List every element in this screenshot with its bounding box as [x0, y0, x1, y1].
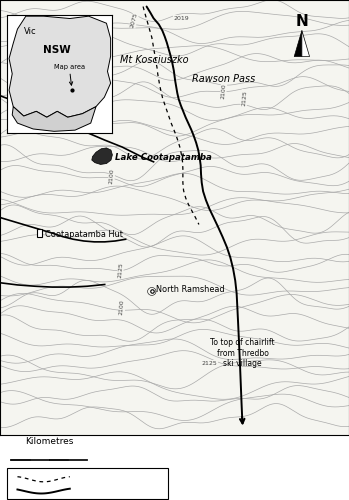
Bar: [37, 230, 42, 237]
Text: N: N: [296, 14, 308, 29]
Text: 2100: 2100: [119, 298, 125, 314]
Bar: [49, 458, 68, 460]
Text: 2075: 2075: [130, 12, 139, 28]
Polygon shape: [92, 148, 112, 164]
Polygon shape: [12, 106, 96, 132]
Text: Map area: Map area: [54, 64, 86, 70]
Text: 2019: 2019: [173, 16, 190, 21]
Text: Rawson Pass: Rawson Pass: [192, 74, 255, 84]
Text: Mt Kosciuszko: Mt Kosciuszko: [120, 55, 189, 65]
Text: 0,5: 0,5: [43, 468, 55, 477]
FancyBboxPatch shape: [7, 468, 168, 498]
Polygon shape: [9, 16, 111, 117]
Text: Main walking tracks: Main walking tracks: [79, 486, 158, 496]
Text: 2125: 2125: [241, 90, 247, 106]
Text: To top of chairlift
from Thredbo
ski village: To top of chairlift from Thredbo ski vil…: [210, 338, 275, 368]
Text: 2125: 2125: [201, 360, 217, 366]
Text: 2125: 2125: [117, 262, 124, 278]
Text: Closed track: Closed track: [79, 474, 129, 484]
Bar: [30, 458, 49, 460]
Polygon shape: [294, 30, 302, 56]
Text: 2100: 2100: [220, 84, 227, 100]
Text: Lake Cootapatamba: Lake Cootapatamba: [115, 153, 212, 162]
Text: Vic: Vic: [24, 27, 36, 36]
Bar: [68, 458, 87, 460]
Text: North Ramshead: North Ramshead: [156, 285, 225, 294]
Text: Kilometres: Kilometres: [25, 437, 73, 446]
Text: 0,25: 0,25: [21, 468, 38, 477]
Text: 1: 1: [85, 468, 90, 477]
Text: Cootapatamba Hut: Cootapatamba Hut: [45, 230, 122, 239]
Text: NSW: NSW: [43, 46, 71, 55]
Bar: [10, 458, 30, 460]
Polygon shape: [302, 30, 310, 56]
Text: 0: 0: [8, 468, 13, 477]
Text: 2100: 2100: [109, 168, 115, 184]
